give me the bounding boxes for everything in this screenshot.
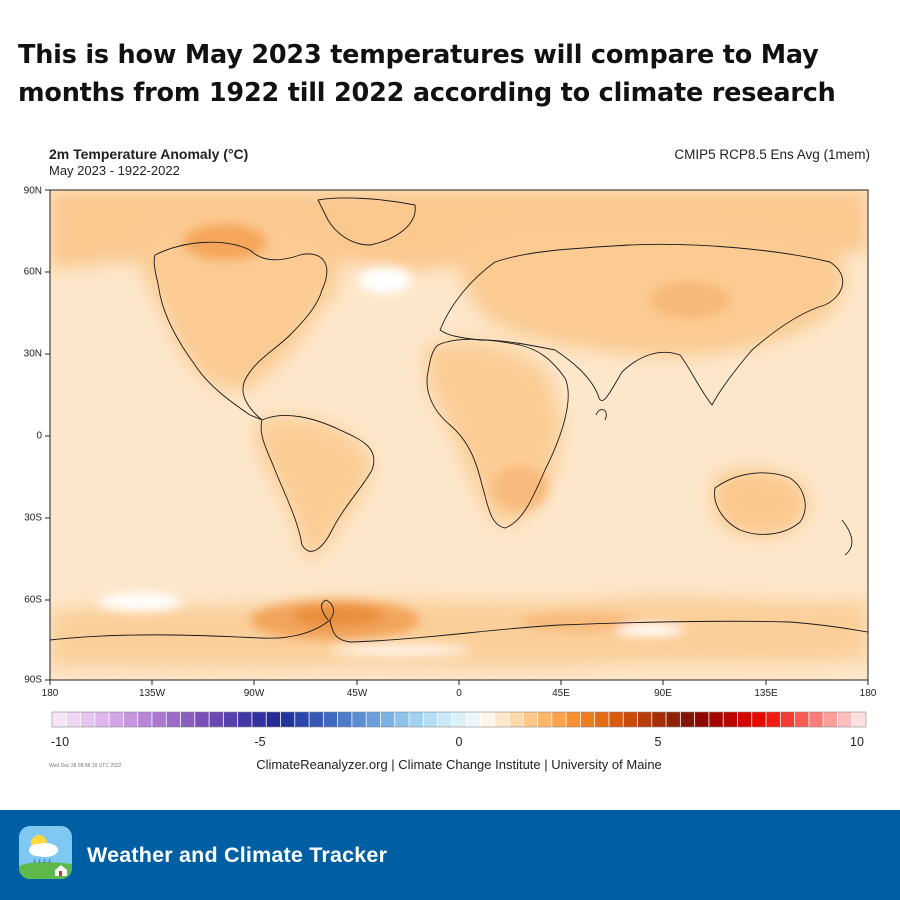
colorbar-swatch xyxy=(794,712,810,727)
colorbar-swatch xyxy=(423,712,438,727)
colorbar-label-zero: 0 xyxy=(455,735,463,749)
colorbar-swatch xyxy=(751,712,767,727)
colorbar-swatch xyxy=(466,712,481,727)
colorbar-swatch xyxy=(623,712,638,727)
colorbar-swatch xyxy=(523,712,538,727)
credit-line: ClimateReanalyzer.org | Climate Change I… xyxy=(256,757,662,772)
colorbar-frame xyxy=(51,711,867,728)
colorbar-swatch xyxy=(508,712,524,727)
lat-label-60s: 60S xyxy=(24,594,42,606)
colorbar-swatch xyxy=(823,712,838,727)
model-label: CMIP5 RCP8.5 Ens Avg (1mem) xyxy=(674,147,870,162)
colorbar-swatch xyxy=(280,712,296,727)
lon-label-45w: 45W xyxy=(346,688,368,699)
lat-label-30n: 30N xyxy=(23,348,42,360)
colorbar-swatch xyxy=(766,712,781,727)
lon-label-90w: 90W xyxy=(243,688,265,699)
lon-label-90e: 90E xyxy=(654,688,672,699)
colorbar-swatch xyxy=(266,712,281,727)
colorbar-swatch xyxy=(851,712,867,727)
brand-name: Weather and Climate Tracker xyxy=(87,843,388,867)
colorbar-swatch xyxy=(309,712,324,727)
colorbar-swatch xyxy=(837,712,853,727)
colorbar-swatch xyxy=(323,712,339,727)
colorbar-swatch xyxy=(494,712,510,727)
colorbar-swatch xyxy=(551,712,567,727)
lat-label-30s: 30S xyxy=(24,512,42,524)
anomaly-map xyxy=(45,189,869,728)
colorbar-swatch xyxy=(594,712,610,727)
colorbar-swatch xyxy=(723,712,738,727)
map-subtitle: May 2023 - 1922-2022 xyxy=(49,163,180,178)
colorbar-swatch xyxy=(451,712,467,727)
colorbar-swatch xyxy=(680,712,696,727)
colorbar-swatch xyxy=(109,712,124,727)
colorbar-swatch xyxy=(223,712,239,727)
weather-app-icon xyxy=(19,826,72,879)
colorbar-label-max: 10 xyxy=(850,735,864,749)
colorbar-swatch xyxy=(394,712,410,727)
colorbar-swatch xyxy=(808,712,824,727)
lon-label-135e: 135E xyxy=(754,688,778,699)
lon-label-180w: 180 xyxy=(41,688,59,699)
colorbar-swatch xyxy=(180,712,196,727)
colorbar-swatch xyxy=(566,712,581,727)
colorbar-label-plus5: 5 xyxy=(654,735,662,749)
colorbar-swatch xyxy=(66,712,81,727)
colorbar-swatch xyxy=(366,712,381,727)
colorbar-swatch xyxy=(94,712,110,727)
timestamp: Wed Dec 28 08:58:18 UTC 2022 xyxy=(49,763,122,769)
map-title: 2m Temperature Anomaly (°C) xyxy=(49,146,249,162)
axis-ticks xyxy=(45,189,869,685)
colorbar-swatch xyxy=(737,712,753,727)
colorbar-label-min: -10 xyxy=(50,735,70,749)
colorbar-swatch xyxy=(351,712,367,727)
lat-label-60n: 60N xyxy=(23,266,42,278)
colorbar-swatch xyxy=(708,712,724,727)
colorbar-swatch xyxy=(537,712,553,727)
map-field xyxy=(50,190,868,680)
colorbar-swatch xyxy=(666,712,681,727)
colorbar-swatch xyxy=(237,712,253,727)
colorbar-swatch xyxy=(409,712,424,727)
colorbar-swatch xyxy=(194,712,210,727)
colorbar-swatch xyxy=(137,712,153,727)
colorbar-swatch xyxy=(151,712,167,727)
colorbar-swatch xyxy=(437,712,453,727)
colorbar-swatch xyxy=(251,712,267,727)
colorbar-swatch xyxy=(209,712,224,727)
colorbar-swatch xyxy=(651,712,667,727)
colorbar-swatch xyxy=(80,712,96,727)
colorbar-swatch xyxy=(580,712,596,727)
lon-label-180e: 180 xyxy=(859,688,877,699)
colorbar-swatch xyxy=(337,712,353,727)
headline: This is how May 2023 temperatures will c… xyxy=(18,40,836,108)
colorbar-label-minus5: -5 xyxy=(254,735,266,749)
colorbar-swatch xyxy=(52,712,67,727)
lon-label-0: 0 xyxy=(456,688,462,699)
footer-bar xyxy=(0,810,900,900)
lat-label-90n: 90N xyxy=(23,185,42,197)
colorbar-swatch xyxy=(123,712,139,727)
colorbar-swatch xyxy=(637,712,653,727)
lon-label-135w: 135W xyxy=(138,688,166,699)
lon-label-45e: 45E xyxy=(552,688,570,699)
colorbar-swatch xyxy=(294,712,310,727)
colorbar-swatch xyxy=(380,712,396,727)
lat-label-90s: 90S xyxy=(24,674,42,686)
lat-label-equator: 0 xyxy=(36,430,42,442)
colorbar-swatch xyxy=(480,712,496,727)
colorbar-swatch xyxy=(166,712,181,727)
colorbar-swatch xyxy=(694,712,710,727)
colorbar-swatch xyxy=(780,712,795,727)
colorbar-swatch xyxy=(608,712,624,727)
colorbar xyxy=(51,711,867,728)
coastlines xyxy=(50,197,868,643)
